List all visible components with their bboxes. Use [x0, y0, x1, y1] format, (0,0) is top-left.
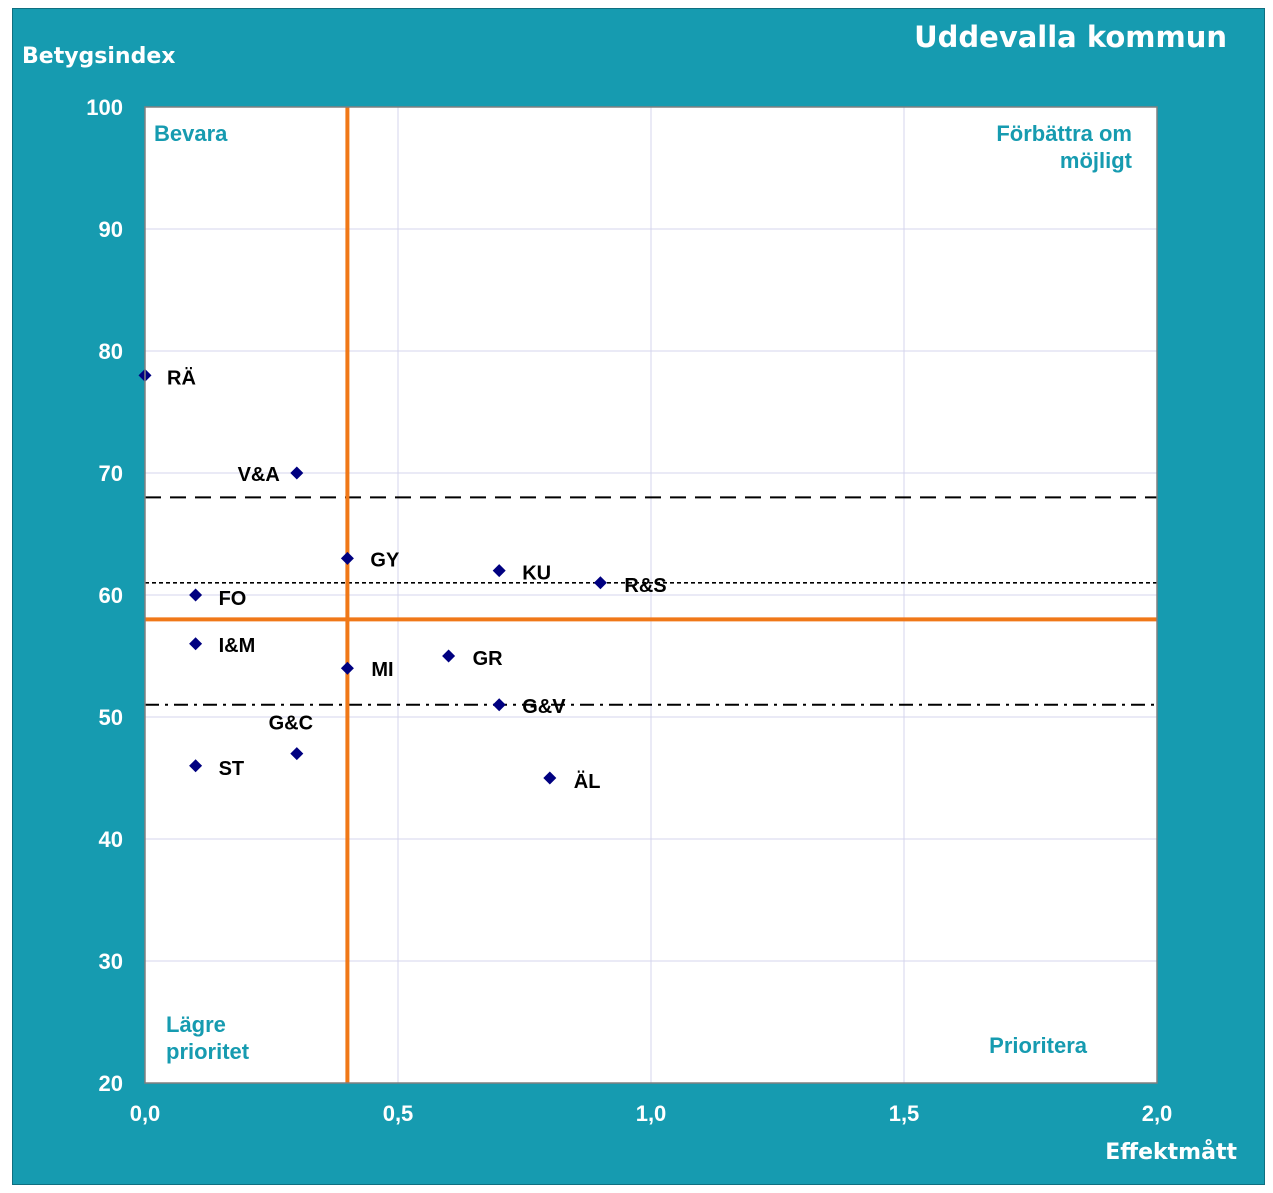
quadrant-label-lagre-prioritet: Lägre prioritet	[166, 1012, 250, 1064]
quadrant-label-prioritera: Prioritera	[989, 1033, 1088, 1058]
x-axis-label: Effektmått	[1105, 1140, 1237, 1165]
y-tick-label: 30	[99, 949, 123, 974]
point-marker	[492, 698, 506, 712]
y-tick-label: 60	[99, 583, 123, 608]
quadrant-label-forbattra: Förbättra om möjligt	[996, 121, 1132, 173]
y-tick-label: 80	[99, 339, 123, 364]
point-label: MI	[371, 659, 393, 681]
y-axis-label: Betygsindex	[22, 44, 176, 69]
point-marker	[492, 564, 506, 578]
chart-title: Uddevalla kommun	[914, 20, 1227, 54]
y-tick-label: 90	[99, 217, 123, 242]
plot-border	[144, 106, 1158, 1084]
point-marker	[442, 649, 456, 663]
point-label: KU	[522, 563, 551, 585]
x-tick-label: 1,0	[636, 1101, 667, 1126]
gridlines	[145, 107, 1157, 1083]
point-marker	[290, 466, 304, 480]
quadrant-labels: Bevara Förbättra om möjligt Lägre prioritet P…	[154, 121, 1133, 1064]
y-tick-label: 40	[99, 827, 123, 852]
point-marker	[189, 588, 203, 602]
point-marker	[189, 759, 203, 773]
y-tick-label: 70	[99, 461, 123, 486]
point-marker	[593, 576, 607, 590]
x-tick-label: 0,0	[130, 1101, 161, 1126]
point-label: GR	[473, 648, 504, 670]
point-marker	[189, 637, 203, 651]
data-points: RÄ V&A GY KU R&S FO I&M GR MI G&V G&C ST ÄL	[138, 366, 667, 793]
point-label: GY	[370, 549, 400, 571]
quadrant-label-bevara: Bevara	[154, 121, 228, 146]
point-label: I&M	[219, 635, 256, 657]
point-label: V&A	[238, 464, 280, 486]
point-label: RÄ	[167, 366, 196, 389]
point-marker	[290, 747, 304, 761]
point-label: G&C	[269, 713, 313, 735]
point-label: FO	[219, 588, 247, 610]
reference-lines	[145, 107, 1157, 1083]
y-tick-label: 50	[99, 705, 123, 730]
x-tick-label: 0,5	[383, 1101, 414, 1126]
x-tick-label: 2,0	[1142, 1101, 1173, 1126]
y-tick-label: 20	[99, 1071, 123, 1096]
point-label: ÄL	[574, 770, 601, 793]
point-label: R&S	[624, 575, 666, 597]
point-marker	[340, 551, 354, 565]
point-label: G&V	[522, 696, 566, 718]
point-marker	[340, 661, 354, 675]
point-label: ST	[219, 758, 245, 780]
x-tick-label: 1,5	[889, 1101, 920, 1126]
tick-labels: 20 30 40 50 60 70 80 90 100 0,0 0,5 1,0 1,5 2,0	[86, 95, 1172, 1126]
point-marker	[543, 771, 557, 785]
y-tick-label: 100	[86, 95, 123, 120]
